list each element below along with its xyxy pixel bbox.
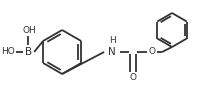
Text: N: N: [108, 47, 116, 57]
Text: OH: OH: [22, 25, 36, 35]
Text: H: H: [109, 36, 115, 45]
Text: O: O: [130, 73, 137, 82]
Text: HO: HO: [1, 48, 15, 56]
Text: O: O: [149, 48, 156, 56]
Text: B: B: [25, 47, 32, 57]
